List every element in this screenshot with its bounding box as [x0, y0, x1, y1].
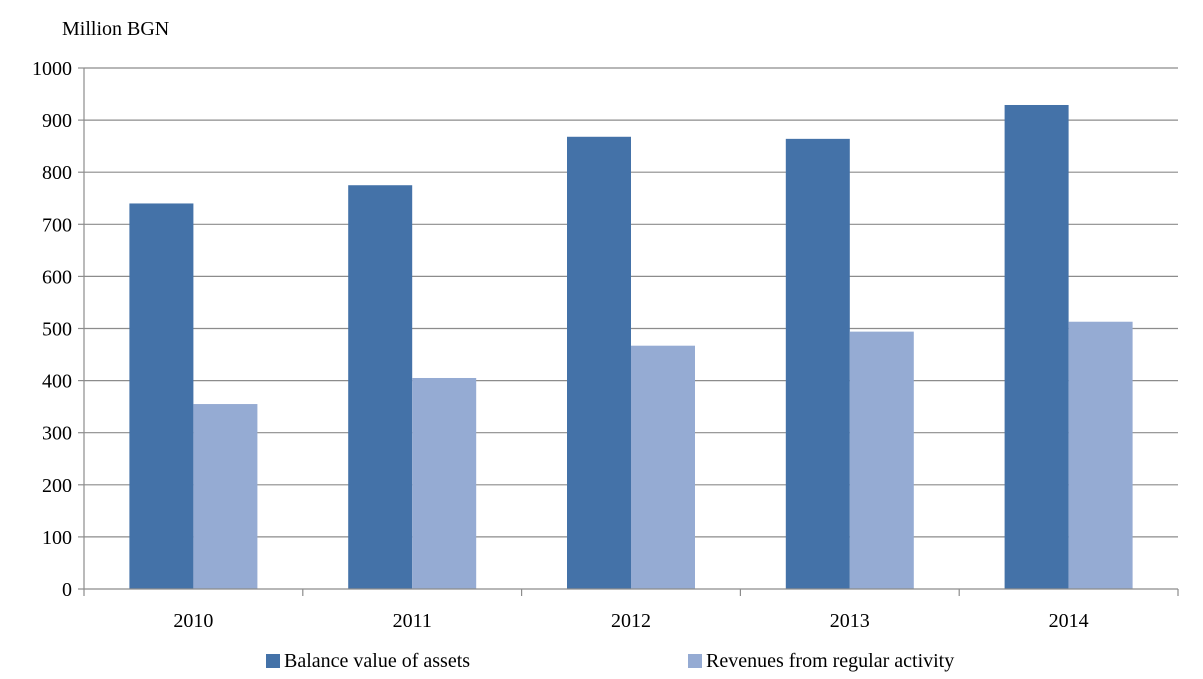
x-axis-ticks: 2010 2011 2012 2013 2014 — [83, 589, 1179, 632]
bar-assets-2012 — [567, 136, 631, 589]
bar-assets-2011 — [348, 185, 413, 589]
y-tick-label: 200 — [42, 475, 72, 497]
x-tick-label: 2014 — [1049, 610, 1089, 632]
y-tick-label: 900 — [42, 110, 72, 132]
bar-revenues-2014 — [1068, 321, 1133, 589]
x-tick-label: 2013 — [830, 610, 870, 632]
legend: Balance value of assets Revenues from reg… — [266, 650, 954, 672]
legend-label: Balance value of assets — [284, 650, 470, 672]
bar-revenues-2010 — [193, 404, 258, 589]
y-axis-ticks: 0 100 200 300 400 500 600 700 800 900 1000 — [32, 58, 84, 601]
bars — [129, 104, 1133, 589]
x-tick-label: 2011 — [393, 610, 432, 632]
bar-assets-2014 — [1004, 104, 1069, 589]
legend-swatch — [266, 654, 280, 668]
bar-revenues-2011 — [412, 377, 477, 589]
legend-item: Balance value of assets — [266, 650, 470, 672]
y-tick-label: 400 — [42, 371, 72, 393]
legend-swatch — [688, 654, 702, 668]
y-tick-label: 500 — [42, 319, 72, 341]
y-tick-label: 100 — [42, 527, 72, 549]
y-tick-label: 800 — [42, 162, 72, 184]
y-axis-unit-label: Million BGN — [62, 18, 169, 40]
x-tick-label: 2010 — [173, 610, 213, 632]
bar-assets-2013 — [785, 138, 850, 589]
bar-revenues-2012 — [631, 345, 695, 589]
x-tick-label: 2012 — [611, 610, 651, 632]
y-tick-label: 600 — [42, 266, 72, 288]
bar-assets-2010 — [129, 203, 194, 589]
y-tick-label: 300 — [42, 423, 72, 445]
y-tick-label: 1000 — [32, 58, 72, 80]
legend-label: Revenues from regular activity — [706, 650, 954, 672]
axes — [83, 68, 1178, 590]
bar-revenues-2013 — [849, 331, 914, 589]
legend-item: Revenues from regular activity — [688, 650, 954, 672]
y-tick-label: 0 — [62, 579, 72, 601]
y-tick-label: 700 — [42, 214, 72, 236]
